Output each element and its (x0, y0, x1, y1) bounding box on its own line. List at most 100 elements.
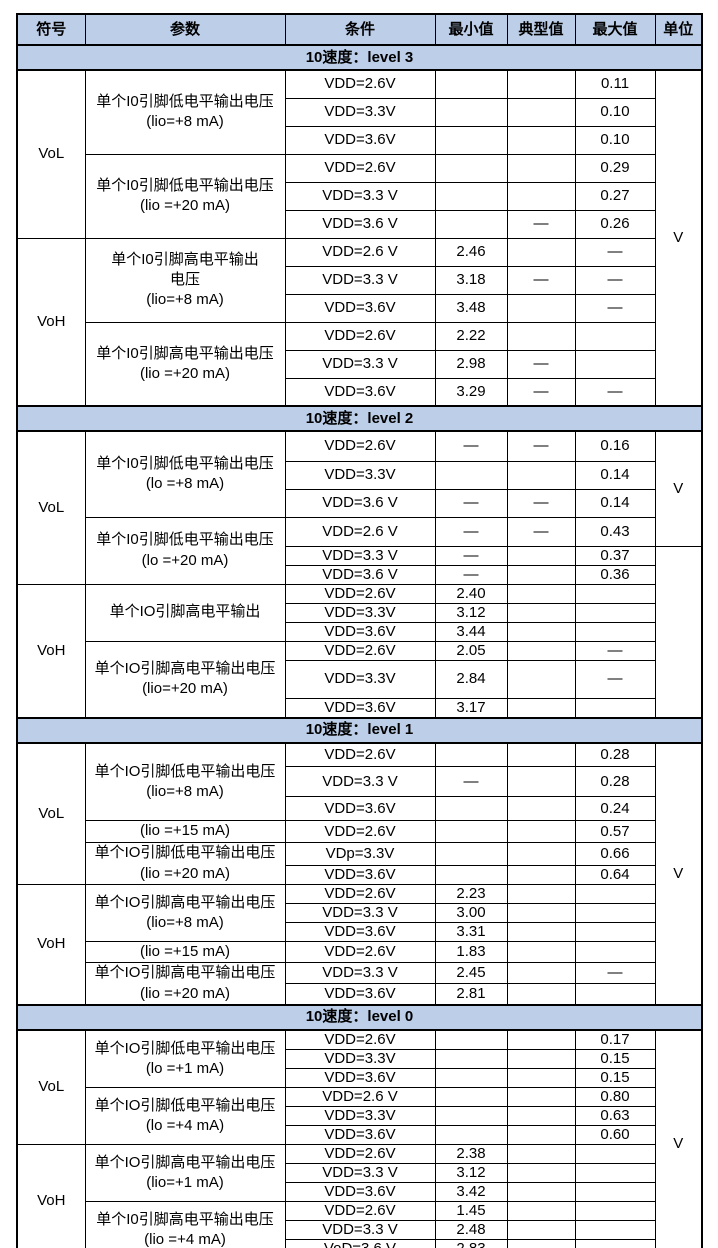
condition-cell: VDD=3.3 V (284, 181, 436, 211)
condition-cell: VDD=3.6V (284, 377, 436, 407)
max-value-cell (574, 621, 656, 642)
param-line: 单个I0引脚低电平输出电压 (96, 93, 274, 110)
max-value-cell: 0.80 (574, 1086, 656, 1107)
min-value-cell (434, 1048, 508, 1069)
condition-cell: VDD=2.6V (284, 153, 436, 183)
max-value-cell: — (574, 237, 656, 267)
section-title-cell: 10速度：level 0 (16, 1003, 703, 1031)
min-value-cell (434, 69, 508, 99)
condition-cell: VDD=2.6V (284, 321, 436, 351)
min-value-cell: 2.84 (434, 659, 508, 699)
header-min: 最小值 (434, 13, 508, 46)
condition-cell: VDD=3.3 V (284, 349, 436, 379)
param-cell: 单个IO引脚低电平输出电压 (lio=+8 mA) (84, 742, 286, 821)
typical-value-cell (506, 1048, 576, 1069)
typical-value-cell (506, 69, 576, 99)
typical-value-cell: — (506, 349, 576, 379)
symbol-cell: VoL (16, 742, 86, 885)
condition-cell: VDD=3.6V (284, 796, 436, 821)
header-typical: 典型值 (506, 13, 576, 46)
condition-cell: VDD=2.6V (284, 820, 436, 843)
max-value-cell: — (574, 265, 656, 295)
max-value-cell: 0.14 (574, 460, 656, 490)
condition-cell: VDD=3.3V (284, 659, 436, 699)
condition-cell: VDD=3.3 V (284, 766, 436, 797)
param-line: (lio=+8 mA) (146, 782, 224, 800)
min-value-cell (434, 1124, 508, 1145)
min-value-cell: 1.83 (434, 940, 508, 964)
min-value-cell: 2.81 (434, 982, 508, 1006)
typical-value-cell (506, 1029, 576, 1050)
symbol-cell: VoH (16, 883, 86, 1006)
max-value-cell: — (574, 293, 656, 323)
min-value-cell (434, 742, 508, 767)
min-value-cell (434, 460, 508, 490)
param-cell: 单个IO引脚低电平输出电压 (lo =+1 mA) (84, 1029, 286, 1088)
typical-value-cell (506, 125, 576, 155)
section-title-cell: 10速度：level 3 (16, 44, 703, 71)
condition-cell: VDD=3.3V (284, 602, 436, 623)
param-cell: 单个IO引脚低电平输出电压 (lio =+20 mA) (84, 842, 286, 885)
min-value-cell: 3.31 (434, 922, 508, 942)
max-value-cell: — (574, 962, 656, 984)
typical-value-cell (506, 1086, 576, 1107)
param-line: (lo =+20 mA) (141, 551, 229, 569)
param-cell: 单个IO引脚低电平输出电压 (lo =+4 mA) (84, 1086, 286, 1145)
typical-value-cell (506, 1105, 576, 1126)
typical-value-cell (506, 659, 576, 699)
param-line: 单个IO引脚高电平输出电压 (94, 893, 276, 911)
param-cell: 单个I0引脚低电平输出电压 (lo =+8 mA) (84, 430, 286, 518)
condition-cell: VDD=3.6V (284, 982, 436, 1006)
max-value-cell: 0.64 (574, 865, 656, 885)
max-value-cell: 0.24 (574, 796, 656, 821)
min-value-cell: 3.12 (434, 1162, 508, 1183)
param-line: (lio=+8 mA) (146, 113, 224, 131)
condition-cell: VDD=3.6V (284, 922, 436, 942)
typical-value-cell (506, 97, 576, 127)
param-cell: 单个IO引脚高电平输出电压 (lio =+20 mA) (84, 962, 286, 1006)
symbol-cell: VoH (16, 1143, 86, 1248)
max-value-cell (574, 602, 656, 623)
typical-value-cell (506, 1219, 576, 1240)
condition-cell: VDD=3.3V (284, 1048, 436, 1069)
max-value-cell (574, 982, 656, 1006)
max-value-cell: 0.15 (574, 1048, 656, 1069)
param-cell: 单个IO引脚高电平输出电压 (lio=+8 mA) (84, 884, 286, 942)
unit-cell: V (654, 1029, 703, 1248)
max-value-cell: — (574, 377, 656, 407)
typical-value-cell (506, 766, 576, 797)
min-value-cell: 3.44 (434, 621, 508, 642)
min-value-cell: — (434, 564, 508, 585)
symbol-cell: VoL (16, 69, 86, 239)
min-value-cell (434, 125, 508, 155)
max-value-cell: 0.15 (574, 1067, 656, 1088)
section-title-cell: 10速度：level 1 (16, 716, 703, 744)
max-value-cell (574, 1200, 656, 1221)
min-value-cell: — (434, 488, 508, 518)
condition-cell: VDD=2.6 V (284, 237, 436, 267)
max-value-cell: 0.37 (574, 545, 656, 566)
max-value-cell: 0.28 (574, 742, 656, 767)
typical-value-cell (506, 842, 576, 866)
typical-value-cell (506, 583, 576, 604)
typical-value-cell (506, 602, 576, 623)
param-line: (lio =+15 mA) (139, 822, 231, 840)
symbol-cell: VoH (16, 237, 86, 407)
min-value-cell: — (434, 516, 508, 547)
typical-value-cell (506, 865, 576, 885)
max-value-cell (574, 940, 656, 964)
condition-cell: VDD=3.3V (284, 1105, 436, 1126)
condition-cell: VDD=3.6V (284, 1067, 436, 1088)
max-value-cell (574, 884, 656, 904)
param-cell: (lio =+15 mA) (84, 940, 286, 964)
unit-cell: V (654, 741, 703, 1006)
typical-value-cell (506, 820, 576, 843)
typical-value-cell: — (506, 430, 576, 462)
max-value-cell: 0.11 (574, 69, 656, 99)
symbol-cell: VoL (16, 430, 86, 585)
min-value-cell: 2.23 (434, 884, 508, 904)
min-value-cell (434, 796, 508, 821)
max-value-cell: 0.17 (574, 1029, 656, 1050)
min-value-cell: 3.48 (434, 293, 508, 323)
max-value-cell (574, 321, 656, 351)
